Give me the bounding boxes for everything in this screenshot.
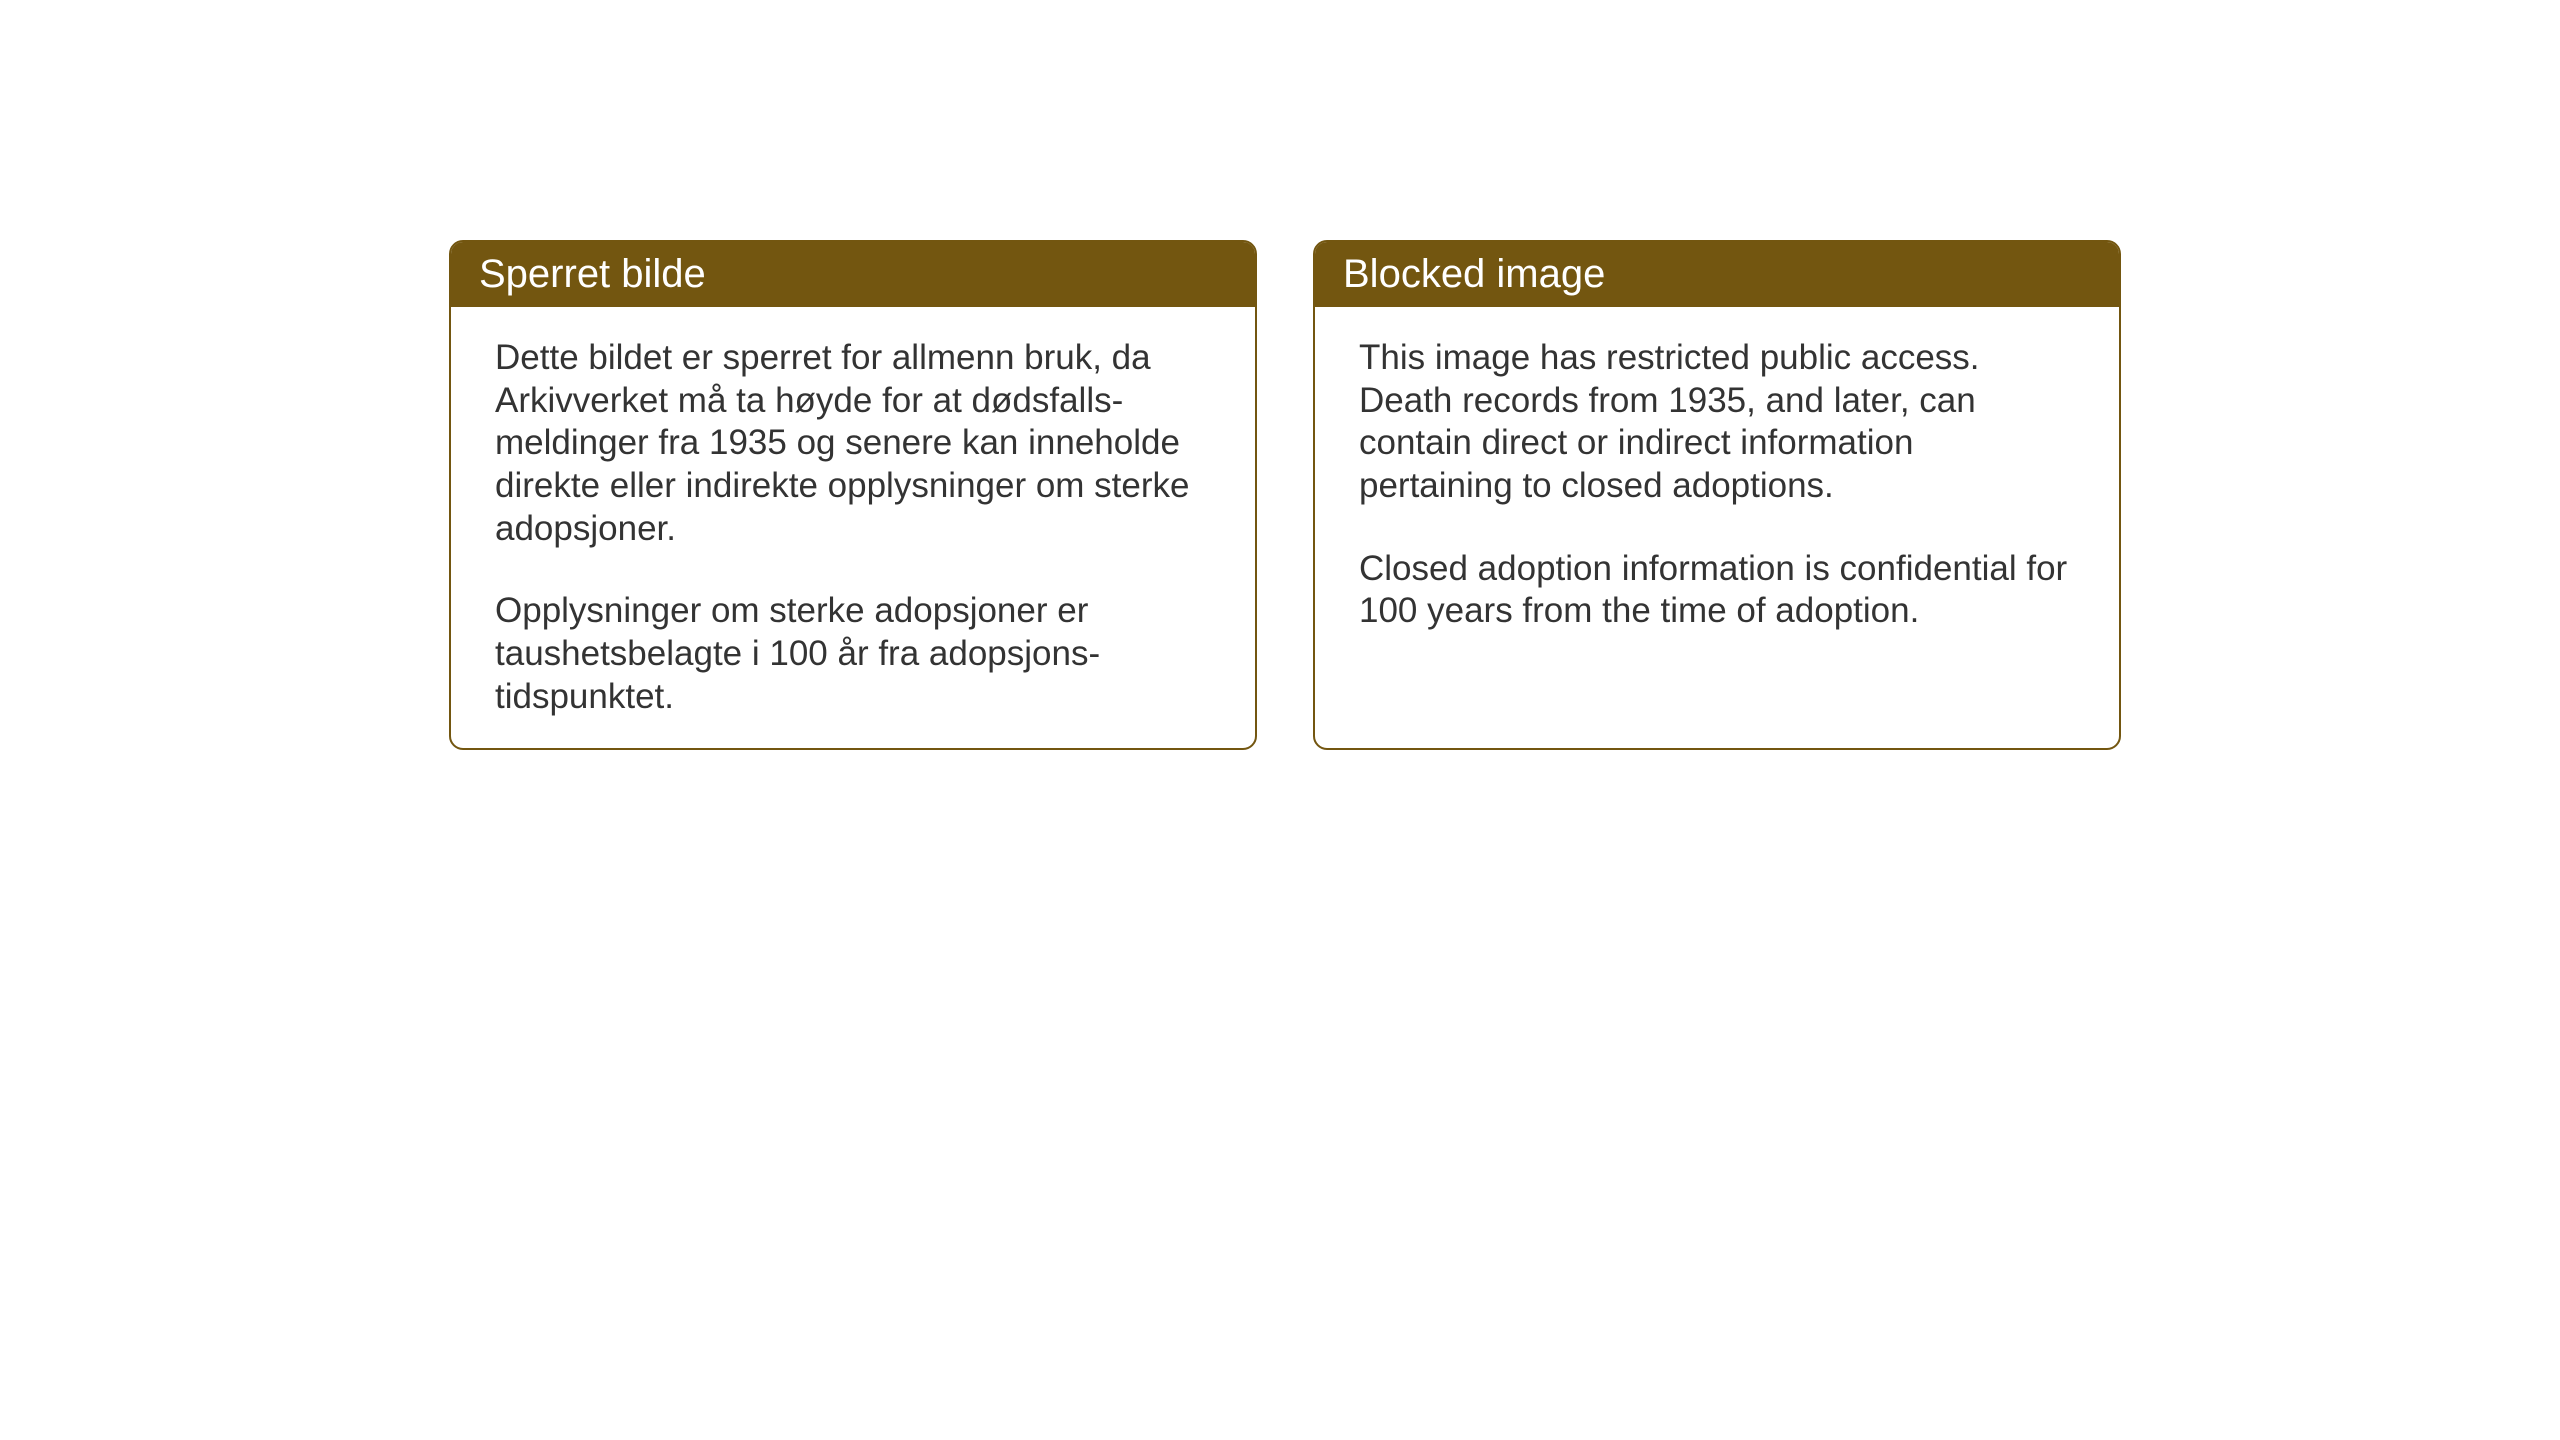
norwegian-card-body: Dette bildet er sperret for allmenn bruk… — [451, 307, 1255, 749]
english-card: Blocked image This image has restricted … — [1313, 240, 2121, 750]
norwegian-paragraph-2: Opplysninger om sterke adopsjoner er tau… — [495, 590, 1211, 718]
norwegian-card-title: Sperret bilde — [479, 252, 706, 296]
english-card-title: Blocked image — [1343, 252, 1605, 296]
norwegian-paragraph-1: Dette bildet er sperret for allmenn bruk… — [495, 337, 1211, 550]
english-card-body: This image has restricted public access.… — [1315, 307, 2119, 663]
cards-container: Sperret bilde Dette bildet er sperret fo… — [449, 240, 2121, 750]
english-card-header: Blocked image — [1315, 242, 2119, 307]
english-paragraph-1: This image has restricted public access.… — [1359, 337, 2075, 508]
norwegian-card: Sperret bilde Dette bildet er sperret fo… — [449, 240, 1257, 750]
english-paragraph-2: Closed adoption information is confident… — [1359, 548, 2075, 633]
norwegian-card-header: Sperret bilde — [451, 242, 1255, 307]
